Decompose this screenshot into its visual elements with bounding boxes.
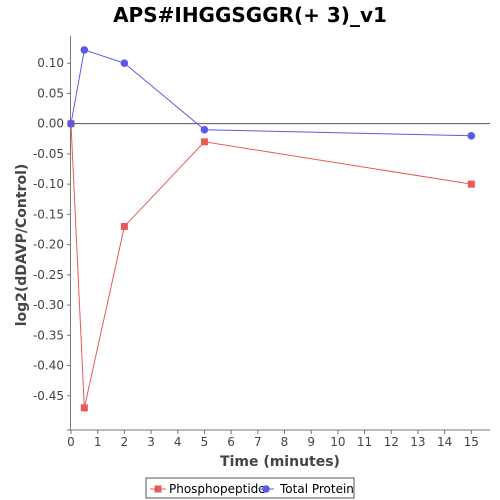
legend-label: Total Protein xyxy=(279,482,354,496)
x-tick-label: 9 xyxy=(307,435,315,449)
x-tick-label: 8 xyxy=(281,435,289,449)
series-group xyxy=(67,46,476,412)
y-axis-ticks: 0.10 0.05 0.00 -0.05 -0.10 -0.15 -0.20 -0.25 -0.… xyxy=(33,56,71,403)
y-tick-label: 0.10 xyxy=(37,56,64,70)
legend-box xyxy=(145,477,355,499)
y-tick-label: -0.40 xyxy=(33,359,64,373)
legend-label: Phosphopeptide xyxy=(169,482,266,496)
series-1 xyxy=(67,46,476,140)
x-tick-label: 7 xyxy=(254,435,262,449)
legend-item-0: Phosphopeptide xyxy=(150,482,266,496)
x-tick-label: 3 xyxy=(147,435,155,449)
data-point xyxy=(200,138,208,146)
legend: Phosphopeptide Total Protein xyxy=(145,477,355,499)
data-point xyxy=(120,59,129,68)
x-tick-label: 12 xyxy=(384,435,399,449)
y-tick-label: -0.05 xyxy=(33,147,64,161)
y-tick-label: -0.30 xyxy=(33,298,64,312)
y-tick-label: -0.25 xyxy=(33,268,64,282)
plot-area xyxy=(71,36,490,426)
x-tick-label: 11 xyxy=(357,435,372,449)
x-axis-ticks: 0 1 2 3 4 5 6 7 8 9 10 11 12 13 14 15 xyxy=(67,430,479,449)
data-point xyxy=(200,125,209,134)
data-point xyxy=(467,180,475,188)
y-tick-label: -0.10 xyxy=(33,177,64,191)
x-tick-label: 2 xyxy=(121,435,129,449)
x-tick-label: 15 xyxy=(464,435,479,449)
y-tick-label: -0.20 xyxy=(33,238,64,252)
y-axis-label: log2(dDAVP/Control) xyxy=(14,164,30,327)
x-tick-label: 14 xyxy=(437,435,452,449)
y-tick-label: -0.45 xyxy=(33,389,64,403)
data-point xyxy=(67,119,75,128)
y-tick-label: -0.15 xyxy=(33,207,64,221)
legend-marker xyxy=(262,485,270,493)
y-tick-label: 0.00 xyxy=(37,117,64,131)
x-tick-label: 10 xyxy=(330,435,345,449)
data-point xyxy=(80,404,88,412)
x-tick-label: 6 xyxy=(227,435,235,449)
y-tick-label: -0.35 xyxy=(33,328,64,342)
x-tick-label: 4 xyxy=(174,435,182,449)
x-tick-label: 1 xyxy=(94,435,102,449)
axes xyxy=(67,36,490,431)
data-point xyxy=(467,131,476,140)
data-point xyxy=(120,222,128,230)
legend-marker xyxy=(154,485,162,493)
x-axis-label: Time (minutes) xyxy=(220,454,340,470)
x-tick-label: 0 xyxy=(67,435,75,449)
data-point xyxy=(80,46,89,54)
x-tick-label: 13 xyxy=(410,435,425,449)
legend-item-1: Total Protein xyxy=(258,482,354,496)
y-tick-label: 0.05 xyxy=(37,86,64,100)
x-tick-label: 5 xyxy=(201,435,209,449)
chart-title: APS#IHGGSGGR(+ 3)_v1 xyxy=(113,3,387,27)
